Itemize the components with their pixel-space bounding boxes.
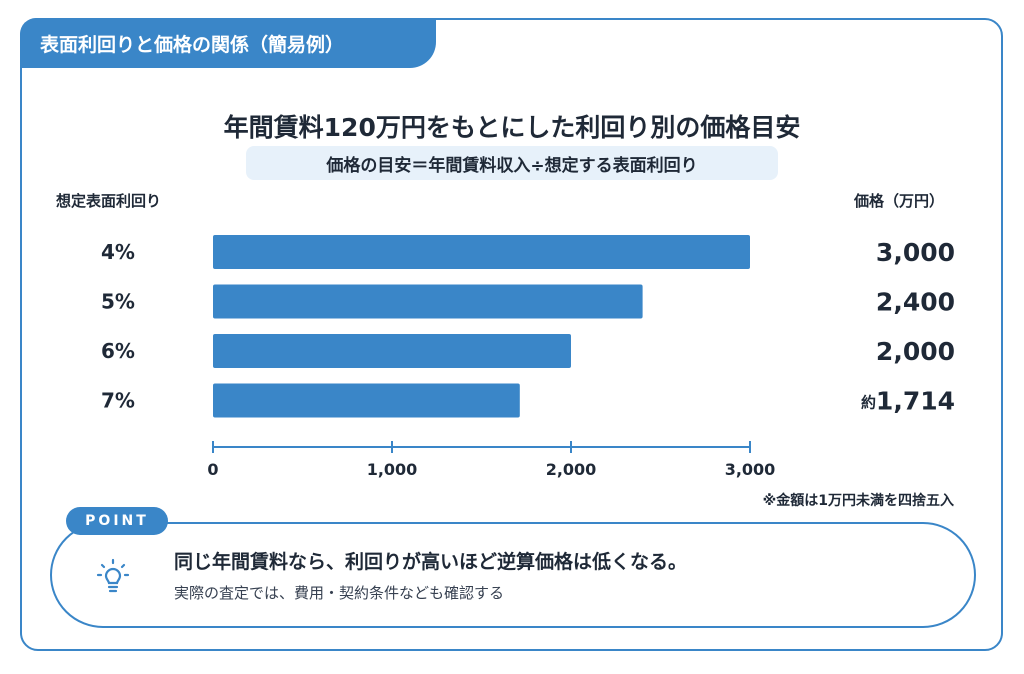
chart-title: 年間賃料120万円をもとにした利回り別の価格目安 — [223, 113, 801, 142]
point-box — [50, 522, 976, 628]
bar — [213, 334, 571, 368]
category-axis-label: 想定表面利回り — [56, 192, 162, 210]
bar — [213, 383, 520, 418]
x-tick-label: 1,000 — [367, 460, 418, 479]
bar — [213, 284, 643, 319]
category-label: 6% — [101, 339, 135, 363]
point-sub-text: 実際の査定では、費用・契約条件なども確認する — [174, 584, 505, 602]
value-label: 2,000 — [876, 337, 955, 366]
value-prefix: 約 — [861, 394, 876, 412]
point-badge: POINT — [66, 507, 168, 535]
header-tab: 表面利回りと価格の関係（簡易例） — [20, 18, 436, 68]
value-label: 2,400 — [876, 288, 955, 317]
value-column-label: 価格（万円） — [853, 192, 944, 210]
category-label: 4% — [101, 240, 135, 264]
category-label: 5% — [101, 290, 135, 314]
point-main-text: 同じ年間賃料なら、利回りが高いほど逆算価格は低くなる。 — [174, 551, 688, 573]
formula-box: 価格の目安＝年間賃料収入÷想定する表面利回り — [246, 146, 778, 180]
category-label: 7% — [101, 389, 135, 413]
lightbulb-icon — [96, 558, 130, 593]
footnote: ※金額は1万円未満を四捨五入 — [762, 493, 954, 509]
bar — [213, 235, 750, 269]
x-tick-label: 3,000 — [725, 460, 776, 479]
x-tick-label: 2,000 — [546, 460, 597, 479]
value-label: 1,714 — [876, 387, 955, 416]
value-label: 3,000 — [876, 238, 955, 267]
x-tick-label: 0 — [207, 460, 218, 479]
